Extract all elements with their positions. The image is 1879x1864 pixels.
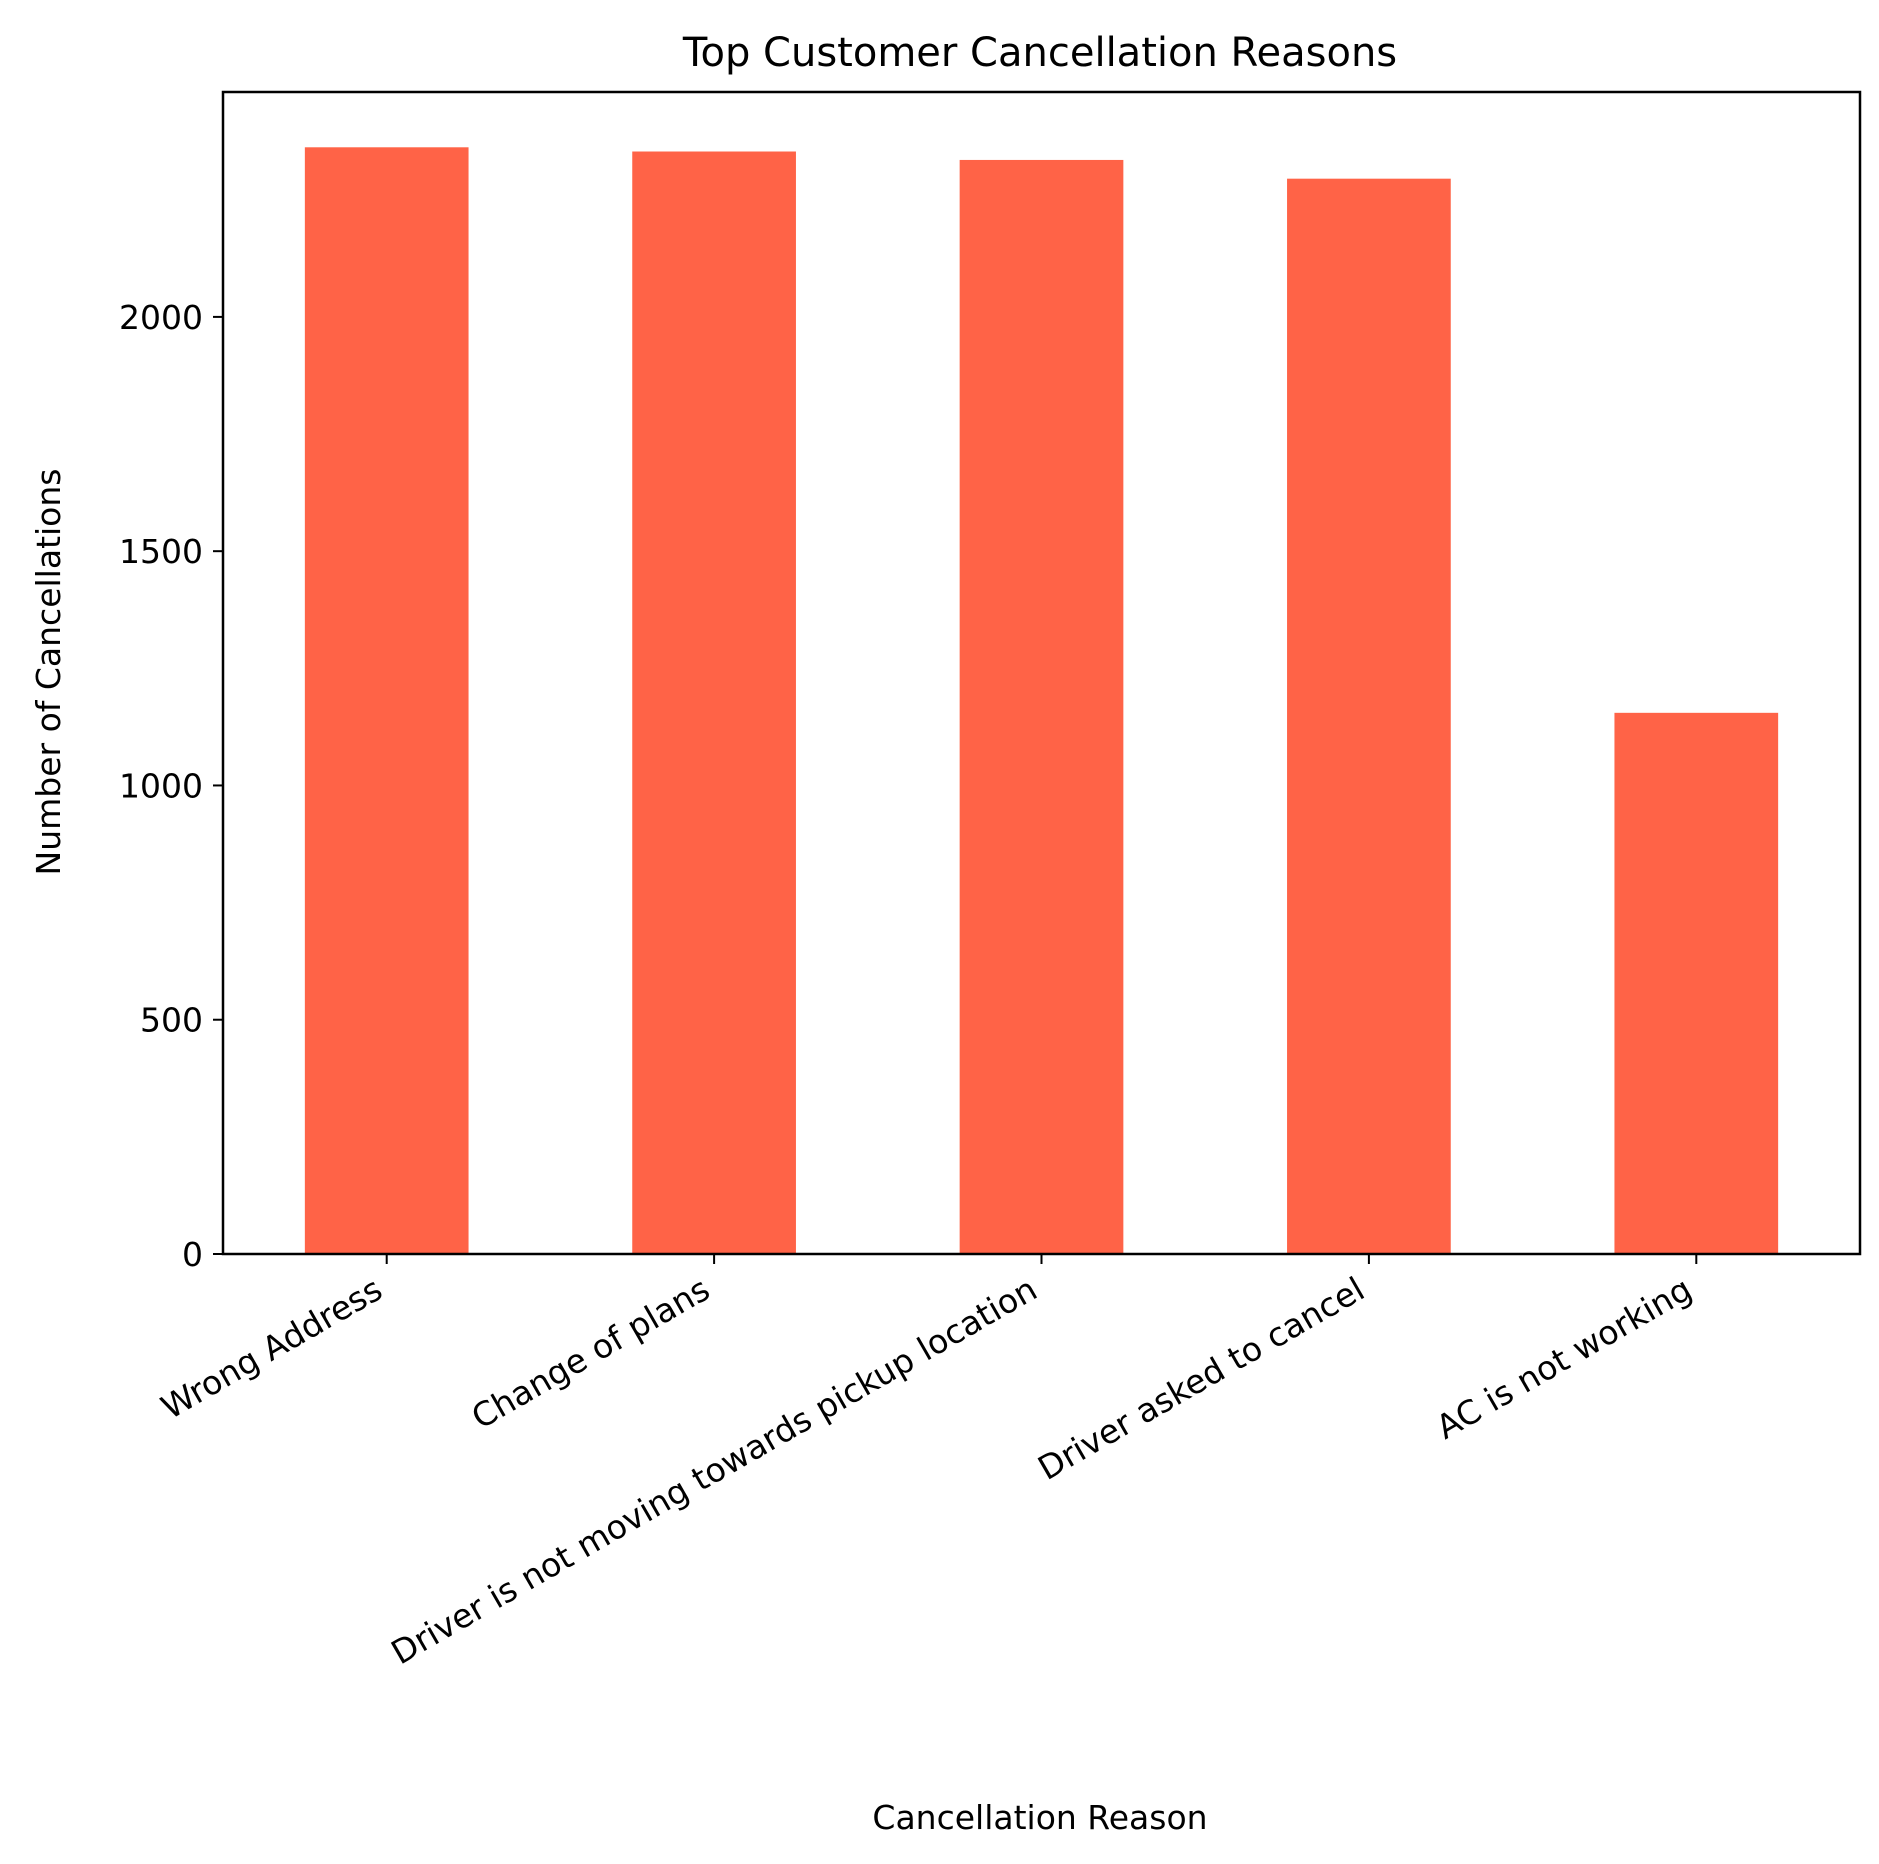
bar-5 xyxy=(1614,712,1779,1254)
bar-3 xyxy=(959,159,1124,1255)
bar-4 xyxy=(1287,178,1451,1255)
y-tick-label: 1500 xyxy=(119,532,203,571)
y-tick-label: 500 xyxy=(140,1001,203,1040)
y-tick-label: 0 xyxy=(182,1235,203,1274)
y-axis: 0 500 1000 1500 2000 xyxy=(119,298,223,1274)
y-axis-label: Number of Cancellations xyxy=(29,469,68,876)
x-tick-label: Driver is not moving towards pickup loca… xyxy=(385,1269,1044,1672)
x-axis-label: Cancellation Reason xyxy=(872,1798,1207,1837)
bar-1 xyxy=(304,147,469,1255)
x-tick-label: AC is not working xyxy=(1430,1269,1699,1447)
y-tick-label: 1000 xyxy=(119,766,203,805)
bars-group xyxy=(304,147,1779,1255)
chart-title: Top Customer Cancellation Reasons xyxy=(682,30,1397,76)
x-tick-label: Change of plans xyxy=(465,1269,716,1437)
plot-area-frame xyxy=(221,90,1862,1256)
x-tick-label: Driver asked to cancel xyxy=(1031,1269,1371,1488)
y-tick-label: 2000 xyxy=(119,298,203,337)
x-tick-label: Wrong Address xyxy=(154,1269,388,1427)
bar-2 xyxy=(632,151,796,1255)
